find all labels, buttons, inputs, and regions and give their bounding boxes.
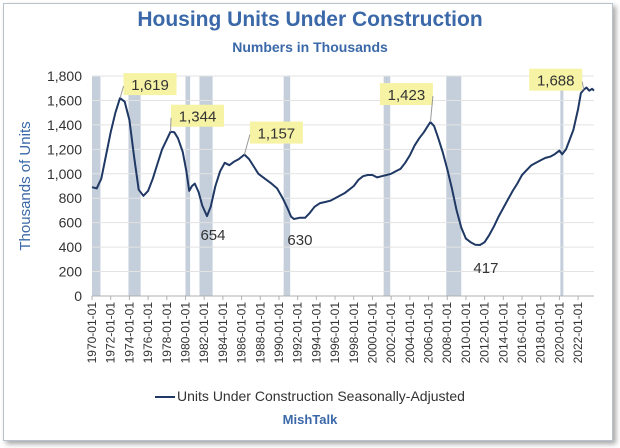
y-tick-label: 1,200 [47,141,82,157]
y-tick-label: 1,600 [47,92,82,108]
data-label-highlight [123,73,177,96]
data-label-highlight [171,104,225,127]
x-tick-label: 1984-01-01 [216,302,230,364]
data-label: 417 [473,260,498,277]
x-tick-label: 1994-01-01 [309,302,323,364]
x-tick-label: 2022-01-01 [571,302,585,364]
y-tick-label: 1,400 [47,117,82,133]
legend-label: Units Under Construction Seasonally-Adju… [177,388,465,404]
x-tick-label: 2018-01-01 [534,302,548,364]
recession-band [92,76,101,296]
x-tick-label: 1972-01-01 [104,302,118,364]
y-tick-label: 1,800 [47,68,82,84]
data-label: 1,423 [388,87,426,104]
x-tick-label: 1978-01-01 [160,302,174,364]
x-tick-label: 2004-01-01 [403,302,417,364]
y-tick-label: 600 [59,215,83,231]
data-label: 1,157 [258,126,296,143]
y-tick-label: 400 [59,239,83,255]
chart-subtitle: Numbers in Thousands [232,39,388,55]
data-label: 1,619 [131,77,169,94]
y-tick-label: 1,000 [47,166,82,182]
x-tick-label: 2016-01-01 [515,302,529,364]
x-tick-label: 1986-01-01 [235,302,249,364]
data-label: 1,688 [537,73,575,90]
x-tick-label: 1980-01-01 [178,302,192,364]
data-label-leader [581,81,585,90]
data-label-leader [119,85,125,99]
x-tick-label: 1974-01-01 [122,302,136,364]
brand-label: MishTalk [282,412,338,427]
legend-line-swatch [155,396,176,399]
data-label-highlight [379,83,433,106]
x-tick-label: 1990-01-01 [272,302,286,364]
data-label-highlight [529,68,583,91]
y-tick-label: 0 [74,288,82,304]
x-tick-label: 2006-01-01 [422,302,436,364]
recession-band [199,76,213,296]
x-tick-label: 2010-01-01 [459,302,473,364]
data-label-highlight [249,121,303,144]
x-tick-label: 1970-01-01 [85,302,99,364]
data-label: 654 [200,227,225,244]
recession-band [383,76,391,296]
x-tick-label: 1982-01-01 [197,302,211,364]
series-line [91,86,595,246]
x-tick-label: 1996-01-01 [328,302,342,364]
recession-band [446,76,462,296]
y-axis-title: Thousands of Units [17,121,34,250]
x-tick-label: 1992-01-01 [291,302,305,364]
x-tick-label: 2012-01-01 [478,302,492,364]
x-tick-label: 2014-01-01 [496,302,510,364]
x-tick-label: 2020-01-01 [552,302,566,364]
y-tick-label: 200 [59,264,83,280]
x-tick-label: 2000-01-01 [365,302,379,364]
x-tick-label: 1988-01-01 [253,302,267,364]
x-tick-label: 1976-01-01 [141,302,155,364]
x-tick-label: 2008-01-01 [440,302,454,364]
chart-legend: Units Under Construction Seasonally-Adju… [0,388,620,404]
data-label-leader [243,134,251,155]
recession-band [560,76,564,296]
data-label: 1,344 [179,109,217,126]
data-label-leader [429,96,434,123]
chart-title: Housing Units Under Construction [137,8,483,31]
recession-band [283,76,291,296]
x-tick-label: 1998-01-01 [347,302,361,364]
y-tick-label: 800 [59,190,83,206]
data-label-leader [170,117,172,132]
x-tick-label: 2002-01-01 [384,302,398,364]
data-label: 630 [287,232,312,249]
